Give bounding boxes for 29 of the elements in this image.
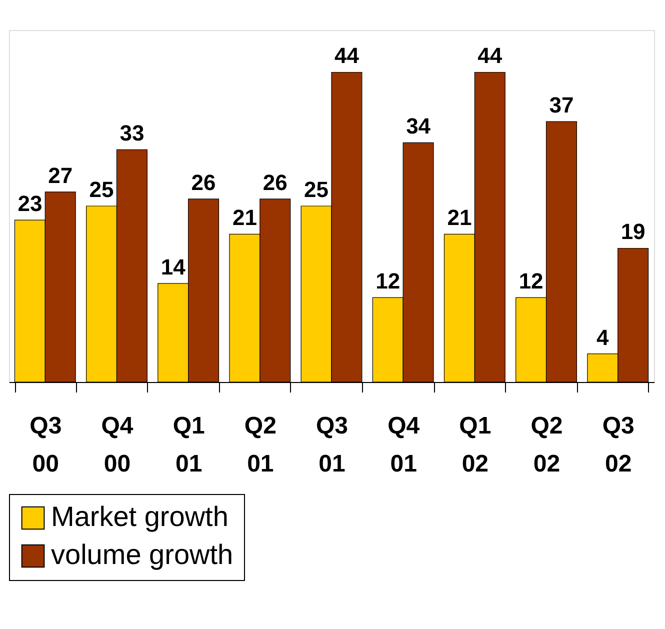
data-label: 12: [518, 268, 544, 294]
data-label: 14: [160, 254, 186, 280]
data-label: 4: [596, 324, 610, 350]
data-label: 23: [18, 191, 42, 216]
data-label: 44: [478, 43, 503, 68]
data-label: 33: [120, 120, 144, 146]
x-tick-label: Q4 01: [388, 412, 420, 478]
data-label: 25: [89, 177, 114, 202]
x-tick-label: Q3 01: [316, 412, 348, 478]
data-label: 37: [549, 92, 574, 118]
x-tick-label: Q3 00: [30, 412, 62, 478]
x-tick-label: Q1 01: [172, 412, 205, 478]
x-tick-label: Q3 02: [602, 412, 634, 478]
data-label: 26: [262, 170, 288, 195]
data-label: 19: [620, 219, 646, 244]
data-label: 34: [406, 114, 432, 139]
legend-label: volume growth: [51, 539, 234, 570]
data-label: 27: [48, 162, 73, 188]
data-label: 21: [232, 205, 257, 230]
legend-label: Market growth: [51, 501, 228, 532]
data-label: 44: [334, 43, 360, 68]
x-tick-label: Q4 00: [101, 412, 134, 478]
data-label: 25: [304, 177, 329, 202]
x-tick-label: Q2 02: [530, 412, 563, 478]
data-label: 21: [447, 205, 472, 230]
data-label: 12: [376, 268, 400, 294]
x-tick-label: Q1 02: [459, 412, 492, 478]
x-tick-label: Q2 01: [244, 412, 276, 478]
data-label: 26: [191, 170, 216, 195]
